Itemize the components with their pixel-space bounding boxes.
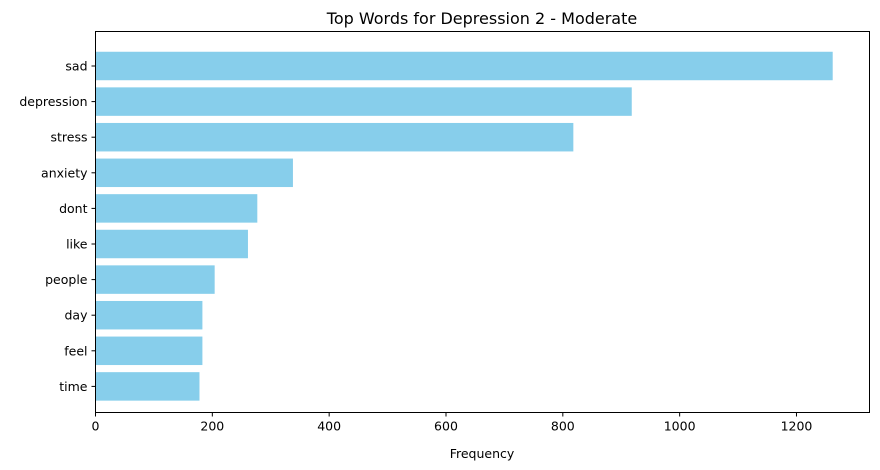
x-tick-label: 0 (92, 419, 100, 434)
bar-stress (95, 122, 574, 152)
x-tick-label: 600 (434, 419, 458, 434)
bar-time (95, 372, 200, 401)
y-axis-ticks: sad depression stress anxiety dont like people… (19, 59, 96, 394)
bar-feel (95, 336, 203, 366)
y-tick-label: dont (59, 201, 88, 216)
bar-sad (95, 51, 833, 81)
x-tick-label: 1000 (664, 419, 696, 434)
x-tick-label: 200 (200, 419, 224, 434)
y-tick-label: people (45, 272, 88, 287)
y-tick-label: stress (51, 130, 88, 145)
bar-people (95, 265, 215, 294)
y-tick-label: depression (19, 94, 87, 109)
x-axis-label: Frequency (450, 446, 515, 461)
x-tick-label: 400 (317, 419, 341, 434)
chart-title: Top Words for Depression 2 - Moderate (326, 9, 637, 28)
y-tick-label: anxiety (41, 165, 88, 180)
y-tick-label: day (65, 308, 89, 323)
bar-dont (95, 194, 258, 223)
bar-anxiety (95, 158, 293, 188)
x-tick-label: 800 (551, 419, 575, 434)
y-tick-label: time (59, 379, 88, 394)
y-tick-label: feel (64, 343, 87, 358)
bar-like (95, 229, 248, 259)
bars-group (95, 51, 833, 401)
bar-depression (95, 87, 632, 116)
bar-day (95, 300, 203, 330)
y-tick-label: like (66, 237, 88, 252)
x-axis-ticks: 0 200 400 600 800 1000 1200 (92, 412, 813, 434)
y-tick-label: sad (65, 59, 87, 74)
x-tick-label: 1200 (781, 419, 813, 434)
plot-frame (95, 31, 870, 413)
